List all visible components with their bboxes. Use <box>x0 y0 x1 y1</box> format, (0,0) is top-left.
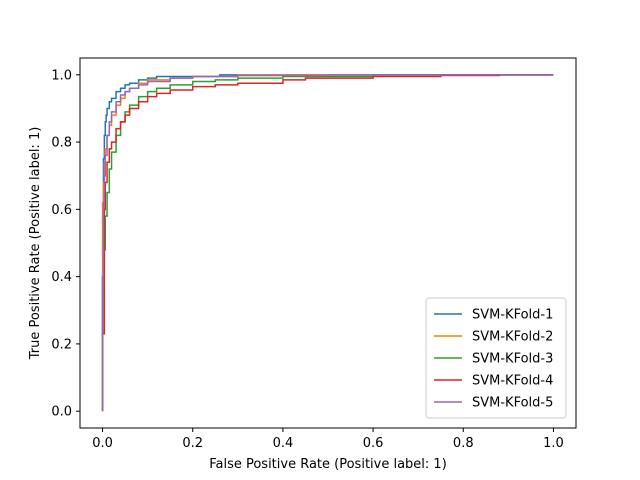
legend-label-4: SVM-KFold-4 <box>472 374 553 389</box>
plot-frame <box>79 57 577 429</box>
x-tick-label: 0.2 <box>182 436 203 451</box>
x-tick-label: 1.0 <box>543 436 564 451</box>
x-axis-label: False Positive Rate (Positive label: 1) <box>209 457 447 472</box>
plot-lines <box>101 74 554 412</box>
legend-label-3: SVM-KFold-3 <box>472 352 553 367</box>
legend-box <box>425 297 567 419</box>
series-line-1 <box>101 74 554 412</box>
legend: SVM-KFold-1 SVM-KFold-2 SVM-KFold-3 SVM-KFo… <box>425 297 567 419</box>
series-line-5 <box>101 74 554 412</box>
x-tick-label: 0.6 <box>363 436 384 451</box>
legend-label-1: SVM-KFold-1 <box>472 308 553 323</box>
y-tick-label: 1.0 <box>51 68 72 83</box>
y-tick-label: 0.8 <box>51 136 72 151</box>
x-axis-ticks: 0.0 0.2 0.4 0.6 0.8 1.0 <box>92 428 564 451</box>
y-axis-label: True Positive Rate (Positive label: 1) <box>28 127 43 361</box>
x-tick-label: 0.0 <box>92 436 113 451</box>
y-tick-label: 0.4 <box>51 270 72 285</box>
series-line-3 <box>101 74 554 412</box>
x-tick-label: 0.4 <box>273 436 294 451</box>
y-tick-label: 0.6 <box>51 203 72 218</box>
y-tick-label: 0.2 <box>51 337 72 352</box>
legend-label-2: SVM-KFold-2 <box>472 330 553 345</box>
x-tick-label: 0.8 <box>453 436 474 451</box>
y-axis-ticks: 0.0 0.2 0.4 0.6 0.8 1.0 <box>51 68 80 420</box>
y-tick-label: 0.0 <box>51 405 72 420</box>
series-line-4 <box>102 74 554 335</box>
legend-label-5: SVM-KFold-5 <box>472 396 553 411</box>
